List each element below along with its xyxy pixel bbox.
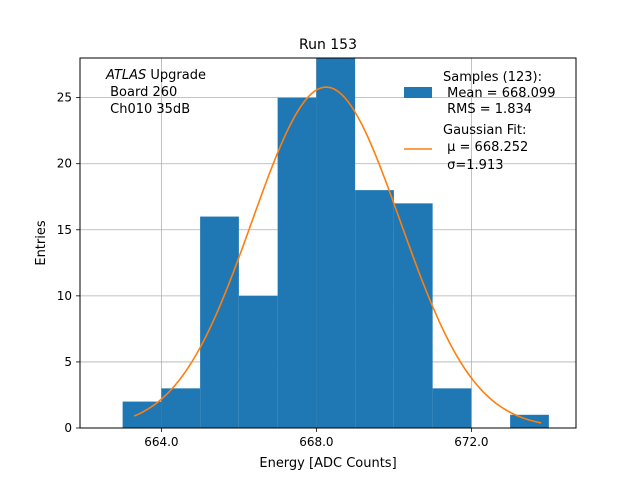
x-tick-label: 668.0: [299, 435, 333, 449]
legend: Samples (123): Mean = 668.099 RMS = 1.83…: [404, 70, 555, 173]
histogram-bar: [393, 203, 433, 428]
y-axis-label: Entries: [34, 220, 49, 266]
histogram-bar: [161, 388, 201, 428]
x-tick-label: 664.0: [144, 435, 178, 449]
histogram-bar: [510, 414, 549, 428]
x-tick-label: 672.0: [454, 435, 488, 449]
histogram-bars: [122, 58, 549, 429]
legend-fit-sigma: σ=1.913: [443, 158, 503, 173]
y-tick-label: 15: [57, 223, 72, 237]
x-axis-label: Energy [ADC Counts]: [259, 456, 396, 471]
histogram-bar: [432, 388, 472, 428]
y-tick-label: 5: [64, 355, 72, 369]
y-tick-label: 20: [57, 157, 72, 171]
annotation-upgrade: Upgrade: [146, 68, 206, 83]
y-tick-label: 0: [64, 421, 72, 435]
histogram-bar: [316, 58, 356, 428]
annotation-board: Board 260: [106, 85, 177, 100]
y-tick-label: 10: [57, 289, 72, 303]
legend-samples-patch: [404, 87, 432, 98]
legend-fit-mu: μ = 668.252: [443, 140, 528, 155]
annotation-channel: Ch010 35dB: [106, 102, 190, 117]
atlas-label: ATLAS: [105, 68, 146, 83]
histogram-bar: [355, 190, 394, 428]
histogram-bar: [200, 216, 239, 428]
x-axis-ticks: 664.0 668.0 672.0: [144, 428, 489, 449]
y-axis-ticks: 0 5 10 15 20 25: [57, 91, 80, 435]
chart-title: Run 153: [299, 37, 357, 53]
atlas-annotation: ATLAS Upgrade Board 260 Ch010 35dB: [105, 68, 206, 117]
histogram-bar: [122, 401, 162, 428]
legend-fit-title: Gaussian Fit:: [443, 123, 526, 138]
histogram-bar: [238, 295, 278, 428]
fit-curve: [133, 86, 542, 424]
plot-frame: [79, 57, 577, 429]
y-tick-label: 25: [57, 91, 72, 105]
legend-samples-mean: Mean = 668.099: [443, 86, 555, 101]
svg-text:ATLAS Upgrade: ATLAS Upgrade: [105, 68, 206, 83]
histogram-bar: [277, 97, 317, 429]
legend-samples-title: Samples (123):: [443, 70, 542, 85]
gaussian-fit: [133, 86, 542, 424]
legend-samples-rms: RMS = 1.834: [443, 102, 532, 117]
